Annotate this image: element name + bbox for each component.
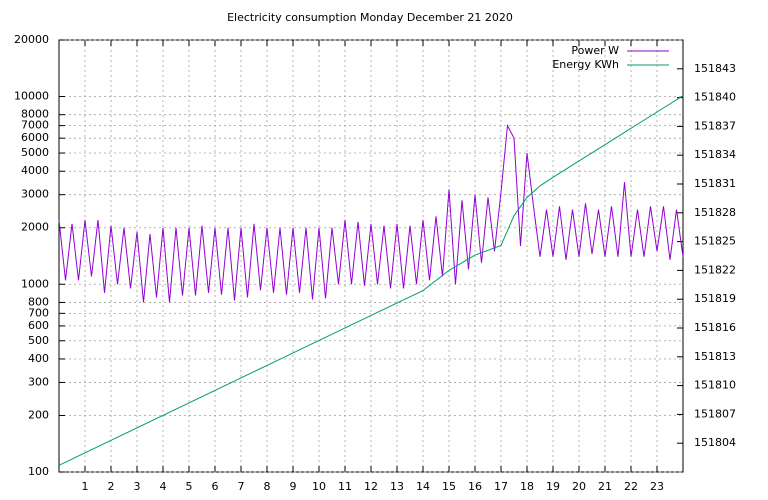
y-tick-label: 6000 [21, 131, 49, 144]
legend-label: Energy KWh [552, 58, 619, 71]
y-tick-label: 3000 [21, 188, 49, 201]
y2-tick-label: 151822 [694, 263, 736, 276]
x-tick-label: 7 [238, 480, 245, 493]
y-tick-label: 10000 [14, 90, 49, 103]
y2-tick-label: 151813 [694, 350, 736, 363]
x-tick-label: 15 [442, 480, 456, 493]
x-tick-label: 1 [82, 480, 89, 493]
y-tick-label: 600 [28, 319, 49, 332]
x-tick-label: 3 [134, 480, 141, 493]
y-tick-label: 4000 [21, 164, 49, 177]
x-tick-label: 5 [186, 480, 193, 493]
y2-tick-label: 151816 [694, 321, 736, 334]
y2-tick-label: 151807 [694, 407, 736, 420]
x-tick-label: 23 [650, 480, 664, 493]
x-tick-label: 2 [108, 480, 115, 493]
y2-tick-label: 151825 [694, 235, 736, 248]
y-tick-label: 1000 [21, 277, 49, 290]
y2-tick-label: 151804 [694, 436, 736, 449]
x-tick-label: 21 [598, 480, 612, 493]
y-tick-label: 2000 [21, 221, 49, 234]
x-tick-label: 11 [338, 480, 352, 493]
y-tick-label: 300 [28, 375, 49, 388]
y2-tick-label: 151819 [694, 292, 736, 305]
x-tick-label: 12 [364, 480, 378, 493]
series-line [58, 123, 684, 303]
y2-tick-label: 151831 [694, 177, 736, 190]
x-tick-label: 14 [416, 480, 430, 493]
y-tick-label: 500 [28, 334, 49, 347]
x-tick-label: 22 [624, 480, 638, 493]
y-tick-label: 20000 [14, 33, 49, 46]
y-tick-label: 700 [28, 306, 49, 319]
y-tick-label: 100 [28, 465, 49, 478]
x-tick-label: 4 [160, 480, 167, 493]
series-line [58, 95, 684, 466]
x-tick-label: 19 [546, 480, 560, 493]
y2-tick-label: 151843 [694, 62, 736, 75]
x-tick-label: 18 [520, 480, 534, 493]
y-tick-label: 5000 [21, 146, 49, 159]
y2-tick-label: 151834 [694, 148, 736, 161]
x-tick-label: 20 [572, 480, 586, 493]
x-tick-label: 13 [390, 480, 404, 493]
y2-tick-label: 151837 [694, 119, 736, 132]
x-tick-label: 6 [212, 480, 219, 493]
x-tick-label: 10 [312, 480, 326, 493]
x-tick-label: 16 [468, 480, 482, 493]
y-tick-label: 8000 [21, 108, 49, 121]
x-tick-label: 8 [264, 480, 271, 493]
x-tick-label: 9 [290, 480, 297, 493]
legend-label: Power W [571, 44, 619, 57]
y-tick-label: 200 [28, 408, 49, 421]
y2-tick-label: 151810 [694, 379, 736, 392]
y2-tick-label: 151828 [694, 206, 736, 219]
x-tick-label: 17 [494, 480, 508, 493]
y-tick-label: 800 [28, 295, 49, 308]
y2-tick-label: 151840 [694, 91, 736, 104]
y-tick-label: 400 [28, 352, 49, 365]
chart-title: Electricity consumption Monday December … [227, 11, 513, 24]
y-tick-label: 7000 [21, 119, 49, 132]
